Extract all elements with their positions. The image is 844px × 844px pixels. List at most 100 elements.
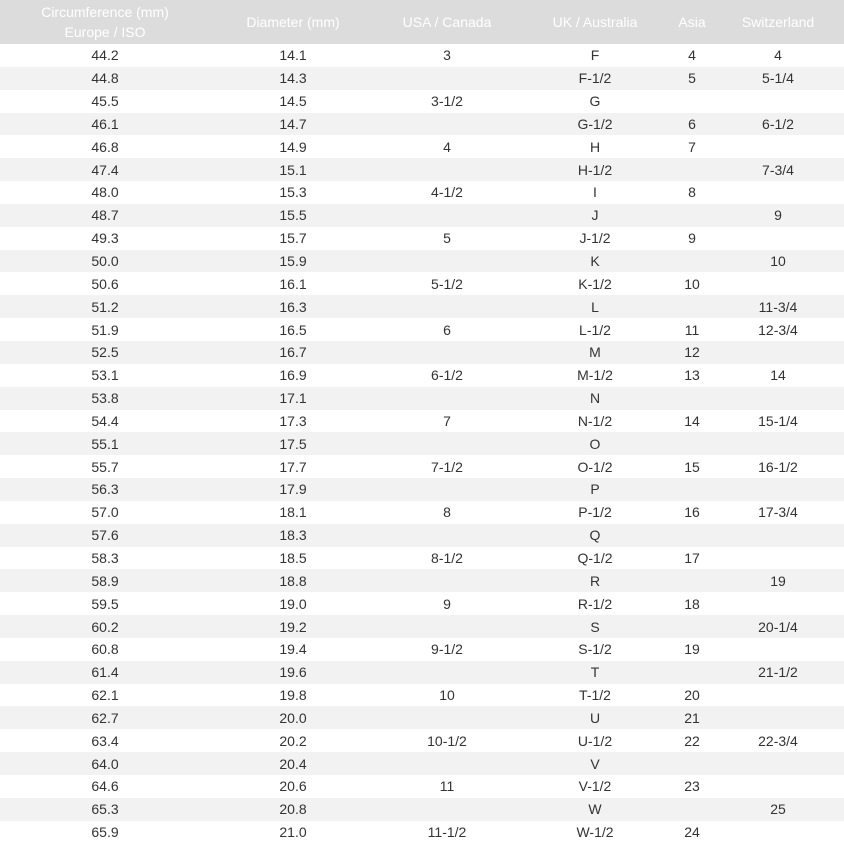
- table-row: 48.7 15.5 J 9: [0, 203, 844, 227]
- cell-asia: 22: [684, 732, 700, 749]
- cell-usa-canada: [376, 66, 518, 90]
- table-row: 51.9 16.5 6 L-1/2 11 12-3/4: [0, 318, 844, 341]
- cell-circumference: 62.7: [0, 706, 210, 730]
- table-row: 50.6 16.1 5-1/2 K-1/2 10: [0, 272, 844, 295]
- cell-diameter: 20.6: [279, 778, 307, 795]
- cell-uk-australia: L-1/2: [579, 321, 611, 338]
- table-row: 59.5 19.0 9 R-1/2 18: [0, 592, 844, 615]
- table-row: 64.0 20.4 V: [0, 752, 844, 775]
- cell-circumference: 46.8: [91, 138, 119, 155]
- cell-circumference: 58.9: [0, 569, 210, 593]
- cell-usa-canada: 6: [443, 321, 451, 338]
- cell-diameter: 17.5: [210, 432, 376, 456]
- cell-circumference: 50.0: [0, 249, 210, 273]
- table-row: 62.7 20.0 U 21: [0, 706, 844, 730]
- table-row: 61.4 19.6 T 21-1/2: [0, 660, 844, 684]
- cell-switzerland: [712, 821, 844, 844]
- cell-usa-canada: [376, 340, 518, 364]
- cell-circumference: 62.1: [91, 687, 119, 704]
- cell-asia: [672, 569, 712, 593]
- cell-usa-canada: [376, 386, 518, 410]
- cell-asia: 10: [684, 275, 700, 292]
- cell-switzerland: [712, 523, 844, 547]
- cell-uk-australia: F-1/2: [518, 66, 672, 90]
- cell-diameter: 15.7: [279, 230, 307, 247]
- cell-asia: 19: [684, 641, 700, 658]
- cell-diameter: 15.3: [279, 184, 307, 201]
- cell-usa-canada: 5-1/2: [431, 275, 463, 292]
- cell-switzerland: 16-1/2: [758, 458, 798, 475]
- table-row: 62.1 19.8 10 T-1/2 20: [0, 684, 844, 707]
- header-uk-australia: UK / Australia: [518, 0, 672, 44]
- cell-circumference: 59.5: [91, 595, 119, 612]
- cell-switzerland: 10: [712, 249, 844, 273]
- cell-circumference: 54.4: [91, 412, 119, 429]
- cell-usa-canada: [376, 203, 518, 227]
- cell-asia: [672, 615, 712, 638]
- cell-switzerland: [712, 547, 844, 570]
- cell-asia: [672, 249, 712, 273]
- table-row: 50.0 15.9 K 10: [0, 249, 844, 273]
- table-row: 57.6 18.3 Q: [0, 523, 844, 547]
- cell-circumference: 45.5: [91, 93, 119, 110]
- cell-diameter: 15.1: [210, 158, 376, 182]
- cell-asia: 5: [672, 66, 712, 90]
- cell-uk-australia: O: [518, 432, 672, 456]
- header-circumference-line2: Europe / ISO: [64, 24, 146, 40]
- cell-switzerland: [712, 340, 844, 364]
- cell-usa-canada: [376, 295, 518, 319]
- cell-asia: [672, 158, 712, 182]
- cell-diameter: 17.3: [279, 412, 307, 429]
- cell-uk-australia: K: [518, 249, 672, 273]
- cell-uk-australia: G: [589, 93, 601, 110]
- cell-circumference: 55.1: [0, 432, 210, 456]
- cell-uk-australia: P-1/2: [578, 504, 612, 521]
- cell-usa-canada: 4: [443, 138, 451, 155]
- cell-asia: [672, 432, 712, 456]
- cell-uk-australia: O-1/2: [577, 458, 613, 475]
- table-row: 57.0 18.1 8 P-1/2 16 17-3/4: [0, 501, 844, 524]
- cell-uk-australia: J-1/2: [579, 230, 611, 247]
- cell-circumference: 57.6: [0, 523, 210, 547]
- table-row: 45.5 14.5 3-1/2 G: [0, 90, 844, 113]
- cell-switzerland: [712, 478, 844, 501]
- cell-uk-australia: J: [518, 203, 672, 227]
- header-usa-canada: USA / Canada: [376, 0, 518, 44]
- cell-diameter: 14.1: [279, 47, 307, 64]
- cell-diameter: 16.3: [210, 295, 376, 319]
- table-row: 53.8 17.1 N: [0, 386, 844, 410]
- cell-diameter: 18.3: [210, 523, 376, 547]
- table-row: 53.1 16.9 6-1/2 M-1/2 13 14: [0, 364, 844, 387]
- cell-uk-australia: V-1/2: [578, 778, 612, 795]
- cell-asia: 23: [684, 778, 700, 795]
- cell-diameter: 20.0: [210, 706, 376, 730]
- cell-switzerland: [712, 90, 844, 113]
- cell-usa-canada: [376, 615, 518, 638]
- cell-switzerland: 11-3/4: [712, 295, 844, 319]
- cell-switzerland: [712, 432, 844, 456]
- cell-asia: 20: [684, 687, 700, 704]
- cell-uk-australia: U-1/2: [577, 732, 613, 749]
- cell-usa-canada: 11: [439, 778, 455, 795]
- cell-usa-canada: 6-1/2: [431, 367, 463, 384]
- cell-switzerland: 14: [770, 367, 786, 384]
- cell-diameter: 19.0: [279, 595, 307, 612]
- cell-diameter: 17.1: [210, 386, 376, 410]
- cell-asia: [672, 386, 712, 410]
- cell-asia: 7: [688, 138, 696, 155]
- cell-asia: 13: [684, 367, 700, 384]
- cell-circumference: 55.7: [91, 458, 119, 475]
- cell-diameter: 18.5: [279, 549, 307, 566]
- cell-usa-canada: [376, 660, 518, 684]
- cell-uk-australia: H-1/2: [518, 158, 672, 182]
- cell-asia: 17: [684, 549, 700, 566]
- cell-switzerland: 17-3/4: [758, 504, 798, 521]
- table-row: 48.0 15.3 4-1/2 I 8: [0, 181, 844, 204]
- cell-asia: 11: [684, 321, 700, 338]
- cell-usa-canada: [376, 432, 518, 456]
- cell-asia: 8: [688, 184, 696, 201]
- cell-usa-canada: 3: [443, 47, 451, 64]
- cell-circumference: 52.5: [0, 340, 210, 364]
- cell-switzerland: [712, 135, 844, 158]
